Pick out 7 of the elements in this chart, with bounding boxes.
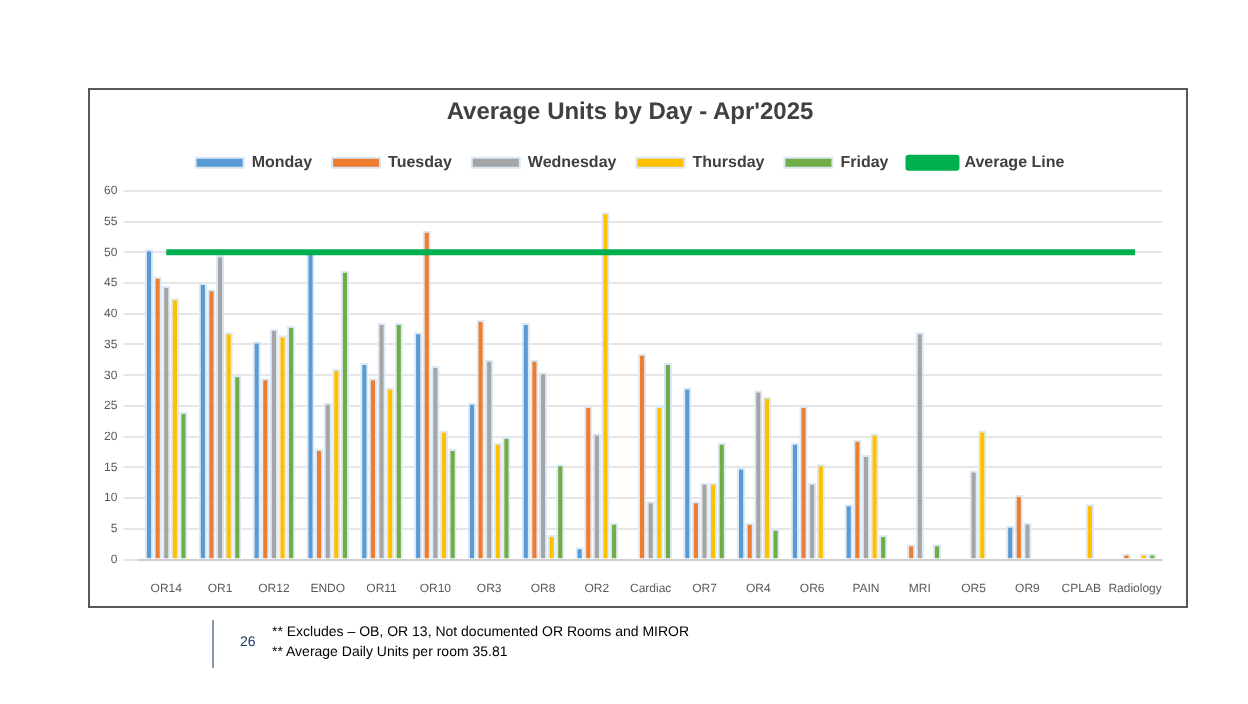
legend-label: Tuesday [388, 153, 453, 172]
chart-title: Average Units by Day - Apr'2025 [446, 97, 815, 126]
legend-label: Monday [251, 153, 314, 172]
legend-label: Thursday [692, 153, 766, 172]
legend-label: Average Line [964, 153, 1066, 172]
legend-label: Wednesday [527, 153, 618, 172]
legend-label: Friday [840, 153, 890, 172]
